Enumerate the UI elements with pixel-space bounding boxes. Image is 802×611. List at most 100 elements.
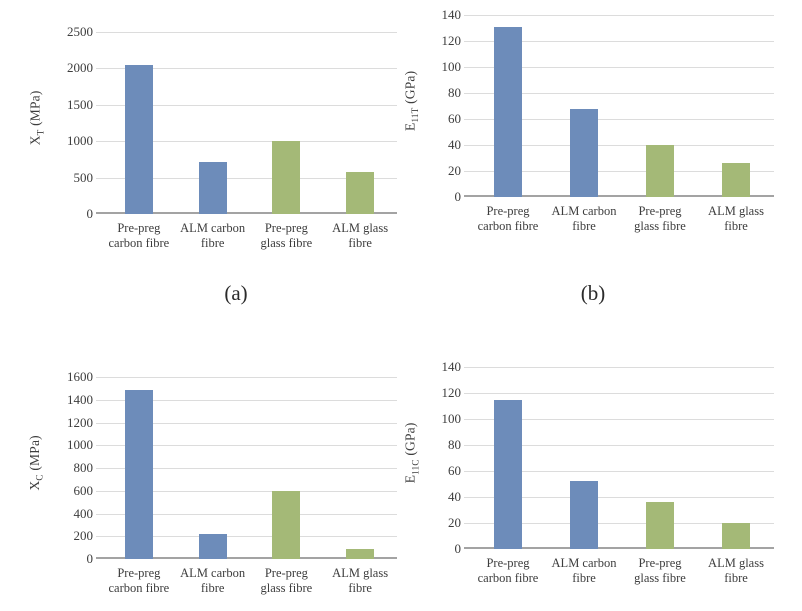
- x-axis-line: [96, 212, 397, 214]
- y-tick-label: 0: [454, 541, 462, 556]
- y-axis-title: E11T (GPa): [400, 5, 422, 197]
- y-axis-ticks: 0 500 1000 1500 2000 2500: [47, 24, 102, 221]
- y-axis-ticks: 0 200 400 600 800 1000 1200 1400 1600: [47, 369, 102, 566]
- bar-chart-e11c-gpa: E11C (GPa) 0 20 40 60 80 100 120 140 Pre-preg c…: [400, 357, 774, 596]
- bar-alm-glass-fibre: [722, 523, 750, 549]
- gridline: [96, 490, 397, 492]
- gridline: [464, 471, 774, 472]
- x-axis-category-label: Pre-preg carbon fibre: [108, 221, 170, 250]
- bar-pre-preg-glass-fibre: [272, 141, 301, 214]
- x-axis-category-label: Pre-preg carbon fibre: [108, 566, 170, 595]
- y-tick-label: 2500: [67, 24, 93, 39]
- subfigure-caption-b: (b): [580, 281, 606, 305]
- y-tick-label: 20: [448, 515, 461, 530]
- y-tick-label: 40: [448, 489, 461, 504]
- y-tick-label: 1200: [67, 414, 93, 430]
- y-tick-label: 1600: [67, 369, 93, 384]
- x-axis-line: [464, 195, 774, 197]
- gridline: [96, 513, 397, 515]
- plot-column: Pre-preg carbon fibre ALM carbon fibre Pre…: [464, 15, 774, 244]
- y-tick-label: 100: [441, 59, 462, 74]
- x-axis-category-label: ALM carbon fibre: [551, 204, 617, 233]
- gridline: [464, 15, 774, 16]
- x-axis-labels: Pre-preg carbon fibre ALM carbon fibre Pre…: [470, 204, 774, 244]
- bar-pre-preg-carbon-fibre: [124, 64, 153, 214]
- gridline: [464, 41, 774, 42]
- y-tick-label: 0: [86, 551, 94, 566]
- gridline: [464, 145, 774, 146]
- gridline: [96, 422, 397, 424]
- bar-alm-glass-fibre: [346, 171, 375, 214]
- y-tick-label: 140: [441, 7, 462, 22]
- y-axis-title-text: XT (MPa): [27, 90, 45, 146]
- gridline: [464, 497, 774, 498]
- bar-alm-glass-fibre: [346, 548, 375, 559]
- plot-column: Pre-preg carbon fibre ALM carbon fibre Pre…: [464, 367, 774, 596]
- x-axis-category-label: ALM glass fibre: [708, 556, 764, 585]
- gridline: [96, 468, 397, 469]
- gridline: [464, 367, 774, 368]
- x-axis-category-label: Pre-preg glass fibre: [260, 566, 313, 595]
- x-axis-labels: Pre-preg carbon fibre ALM carbon fibre Pre…: [102, 221, 397, 261]
- gridline: [96, 177, 397, 179]
- gridline: [96, 32, 397, 33]
- y-axis-ticks: 0 20 40 60 80 100 120 140: [422, 7, 470, 204]
- plot-column: Pre-preg carbon fibre ALM carbon fibre Pre…: [96, 377, 397, 606]
- bar-alm-carbon-fibre: [570, 481, 598, 549]
- y-tick-label: 0: [454, 189, 462, 204]
- x-axis-category-label: ALM carbon fibre: [180, 221, 246, 250]
- y-axis-ticks: 0 20 40 60 80 100 120 140: [422, 359, 470, 556]
- bar-alm-carbon-fibre: [570, 108, 598, 197]
- y-tick-label: 80: [448, 437, 461, 452]
- gridline: [96, 536, 397, 538]
- x-axis-category-label: ALM glass fibre: [332, 566, 389, 595]
- gridline: [464, 119, 774, 120]
- y-tick-label: 100: [441, 411, 462, 426]
- bar-pre-preg-carbon-fibre: [124, 389, 153, 559]
- plot-area: [96, 377, 397, 559]
- bar-alm-carbon-fibre: [198, 162, 227, 214]
- x-axis-category-label: ALM carbon fibre: [551, 556, 617, 585]
- x-axis-category-label: ALM carbon fibre: [180, 566, 246, 595]
- y-tick-label: 600: [73, 482, 94, 498]
- y-tick-label: 0: [86, 206, 94, 221]
- x-axis-category-label: ALM glass fibre: [332, 221, 389, 250]
- gridline: [464, 523, 774, 524]
- bar-pre-preg-carbon-fibre: [494, 399, 522, 549]
- x-axis-labels: Pre-preg carbon fibre ALM carbon fibre Pre…: [470, 556, 774, 596]
- x-axis-category-label: Pre-preg carbon fibre: [477, 204, 539, 233]
- y-tick-label: 1000: [67, 133, 93, 149]
- y-axis-title-text: E11C (GPa): [402, 422, 420, 484]
- gridline: [464, 419, 774, 420]
- x-axis-category-label: Pre-preg glass fibre: [634, 204, 686, 233]
- bar-pre-preg-glass-fibre: [646, 145, 674, 197]
- x-axis-category-label: ALM glass fibre: [708, 204, 764, 233]
- y-tick-label: 800: [73, 460, 94, 475]
- plot-area: [464, 367, 774, 549]
- y-tick-label: 1000: [67, 437, 93, 453]
- gridline: [96, 445, 397, 447]
- gridline: [464, 171, 774, 172]
- gridline: [464, 445, 774, 446]
- y-tick-label: 20: [448, 163, 461, 178]
- gridline: [96, 377, 397, 378]
- y-tick-label: 400: [73, 505, 94, 521]
- bar-alm-glass-fibre: [722, 163, 750, 197]
- bar-pre-preg-glass-fibre: [646, 502, 674, 549]
- y-axis-title-text: XC (MPa): [27, 435, 45, 491]
- y-tick-label: 40: [448, 137, 461, 152]
- x-axis-line: [464, 547, 774, 549]
- y-tick-label: 80: [448, 85, 461, 100]
- bar-chart-e11t-gpa: E11T (GPa) 0 20 40 60 80 100 120 140 Pre-preg c…: [400, 5, 774, 244]
- plot-area: [96, 32, 397, 214]
- plot-column: Pre-preg carbon fibre ALM carbon fibre Pre…: [96, 32, 397, 261]
- y-tick-label: 60: [448, 463, 461, 478]
- x-axis-category-label: Pre-preg glass fibre: [634, 556, 686, 585]
- gridline: [96, 141, 397, 143]
- bar-pre-preg-glass-fibre: [272, 490, 301, 559]
- gridline: [464, 393, 774, 394]
- gridline: [464, 67, 774, 68]
- plot-area: [464, 15, 774, 197]
- y-tick-label: 140: [441, 359, 462, 374]
